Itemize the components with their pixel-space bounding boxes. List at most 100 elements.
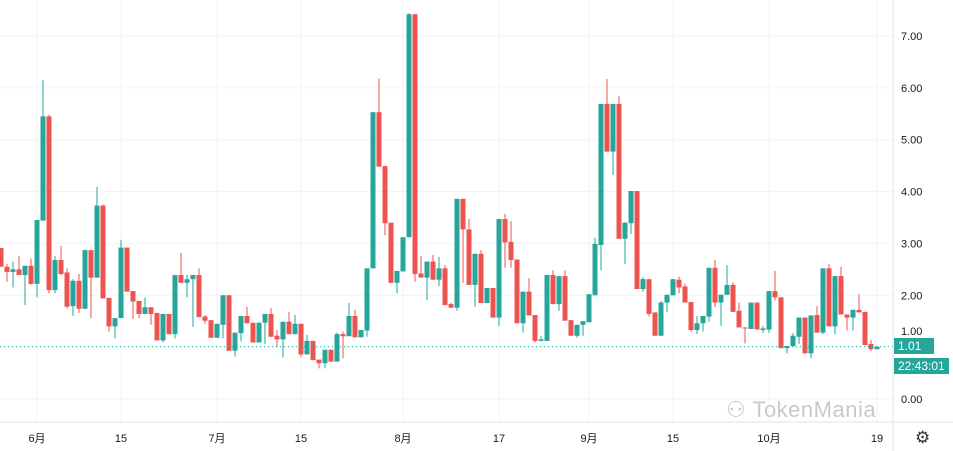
candle-body xyxy=(712,267,718,303)
candle-body xyxy=(832,276,838,327)
candle-up xyxy=(160,313,166,343)
candle-body xyxy=(814,314,820,333)
x-tick-label: 17 xyxy=(493,433,505,445)
candle-body xyxy=(442,268,448,306)
candle-down xyxy=(286,311,292,335)
candle-down xyxy=(616,96,622,239)
candle-body xyxy=(562,276,568,321)
candle-down xyxy=(58,246,64,276)
candle-up xyxy=(238,316,244,342)
candle-down xyxy=(0,248,4,267)
candle-down xyxy=(742,327,748,344)
candle-up xyxy=(706,267,712,322)
candle-body xyxy=(364,268,370,331)
candle-body xyxy=(514,259,520,324)
candle-down xyxy=(844,314,850,331)
candle-body xyxy=(274,335,280,340)
y-tick-label: 4.00 xyxy=(901,187,922,199)
candle-body xyxy=(520,291,526,324)
candle-up xyxy=(322,349,328,369)
candle-body xyxy=(76,280,82,309)
candle-up xyxy=(598,103,604,271)
candle-up xyxy=(232,332,238,357)
candle-body xyxy=(472,253,478,285)
candle-up xyxy=(760,325,766,334)
candle-body xyxy=(724,284,730,295)
candle-body xyxy=(400,237,406,272)
candle-down xyxy=(148,307,154,325)
candle-body xyxy=(850,309,856,318)
candle-down xyxy=(778,297,784,349)
candle-up xyxy=(358,330,364,338)
candle-body xyxy=(664,294,670,303)
candle-up xyxy=(406,13,412,238)
candle-up xyxy=(748,302,754,329)
candle-body xyxy=(346,316,352,337)
time-axis[interactable]: 6月 15 7月 15 8月 17 9月 15 10月 19 xyxy=(28,433,883,445)
candle-body xyxy=(502,219,508,243)
candle-up xyxy=(658,300,664,336)
candle-body xyxy=(106,297,112,327)
candle-down xyxy=(466,219,472,285)
candle-body xyxy=(616,103,622,239)
candle-down xyxy=(856,294,862,313)
candle-down xyxy=(64,268,70,309)
candle-body xyxy=(100,205,106,299)
candle-down xyxy=(274,330,280,347)
candle-up xyxy=(172,275,178,339)
countdown-badge: 22:43:01 xyxy=(894,358,949,374)
candle-body xyxy=(310,340,316,361)
candle-body xyxy=(706,267,712,317)
candle-body xyxy=(334,334,340,362)
candle-body xyxy=(94,205,100,278)
candle-body xyxy=(298,323,304,355)
candle-body xyxy=(394,270,400,283)
candle-down xyxy=(478,250,484,304)
x-tick-label: 6月 xyxy=(28,433,45,445)
candle-up xyxy=(790,333,796,347)
candle-body xyxy=(16,269,22,276)
candle-up xyxy=(280,321,286,358)
candle-body xyxy=(262,313,268,323)
candle-body xyxy=(172,275,178,335)
candle-body xyxy=(352,316,358,338)
candle-body xyxy=(766,291,772,330)
candle-up xyxy=(694,316,700,335)
candle-up xyxy=(622,222,628,265)
candle-body xyxy=(538,339,544,341)
candle-up xyxy=(766,291,772,334)
candle-body xyxy=(268,313,274,337)
gear-icon[interactable]: ⚙ xyxy=(915,428,931,447)
candle-down xyxy=(124,247,130,292)
candle-body xyxy=(160,313,166,341)
candle-down xyxy=(562,270,568,321)
candle-down xyxy=(46,114,52,294)
candle-up xyxy=(220,295,226,339)
price-axis[interactable]: 0.00 1.00 2.00 3.00 4.00 5.00 6.00 7.00 xyxy=(901,31,922,406)
candle-down xyxy=(802,317,808,354)
candle-down xyxy=(154,312,160,341)
candle-body xyxy=(754,302,760,330)
candle-body xyxy=(640,279,646,290)
candle-body xyxy=(478,253,484,304)
candle-down xyxy=(88,250,94,319)
candle-body xyxy=(634,191,640,290)
candle-up xyxy=(436,256,442,286)
candle-up xyxy=(10,261,16,288)
candle-body xyxy=(808,315,814,354)
candle-body xyxy=(244,316,250,324)
candle-body xyxy=(868,344,874,350)
y-tick-label: 1.00 xyxy=(901,326,922,338)
candle-body xyxy=(328,349,334,362)
x-tick-label: 7月 xyxy=(208,433,225,445)
candle-down xyxy=(730,282,736,312)
candle-body xyxy=(748,302,754,329)
candle-body xyxy=(844,314,850,318)
candle-down xyxy=(682,283,688,303)
candle-body xyxy=(214,323,220,338)
candle-body xyxy=(466,229,472,285)
candle-body xyxy=(772,291,778,298)
candle-body xyxy=(592,243,598,296)
candle-body xyxy=(154,312,160,341)
